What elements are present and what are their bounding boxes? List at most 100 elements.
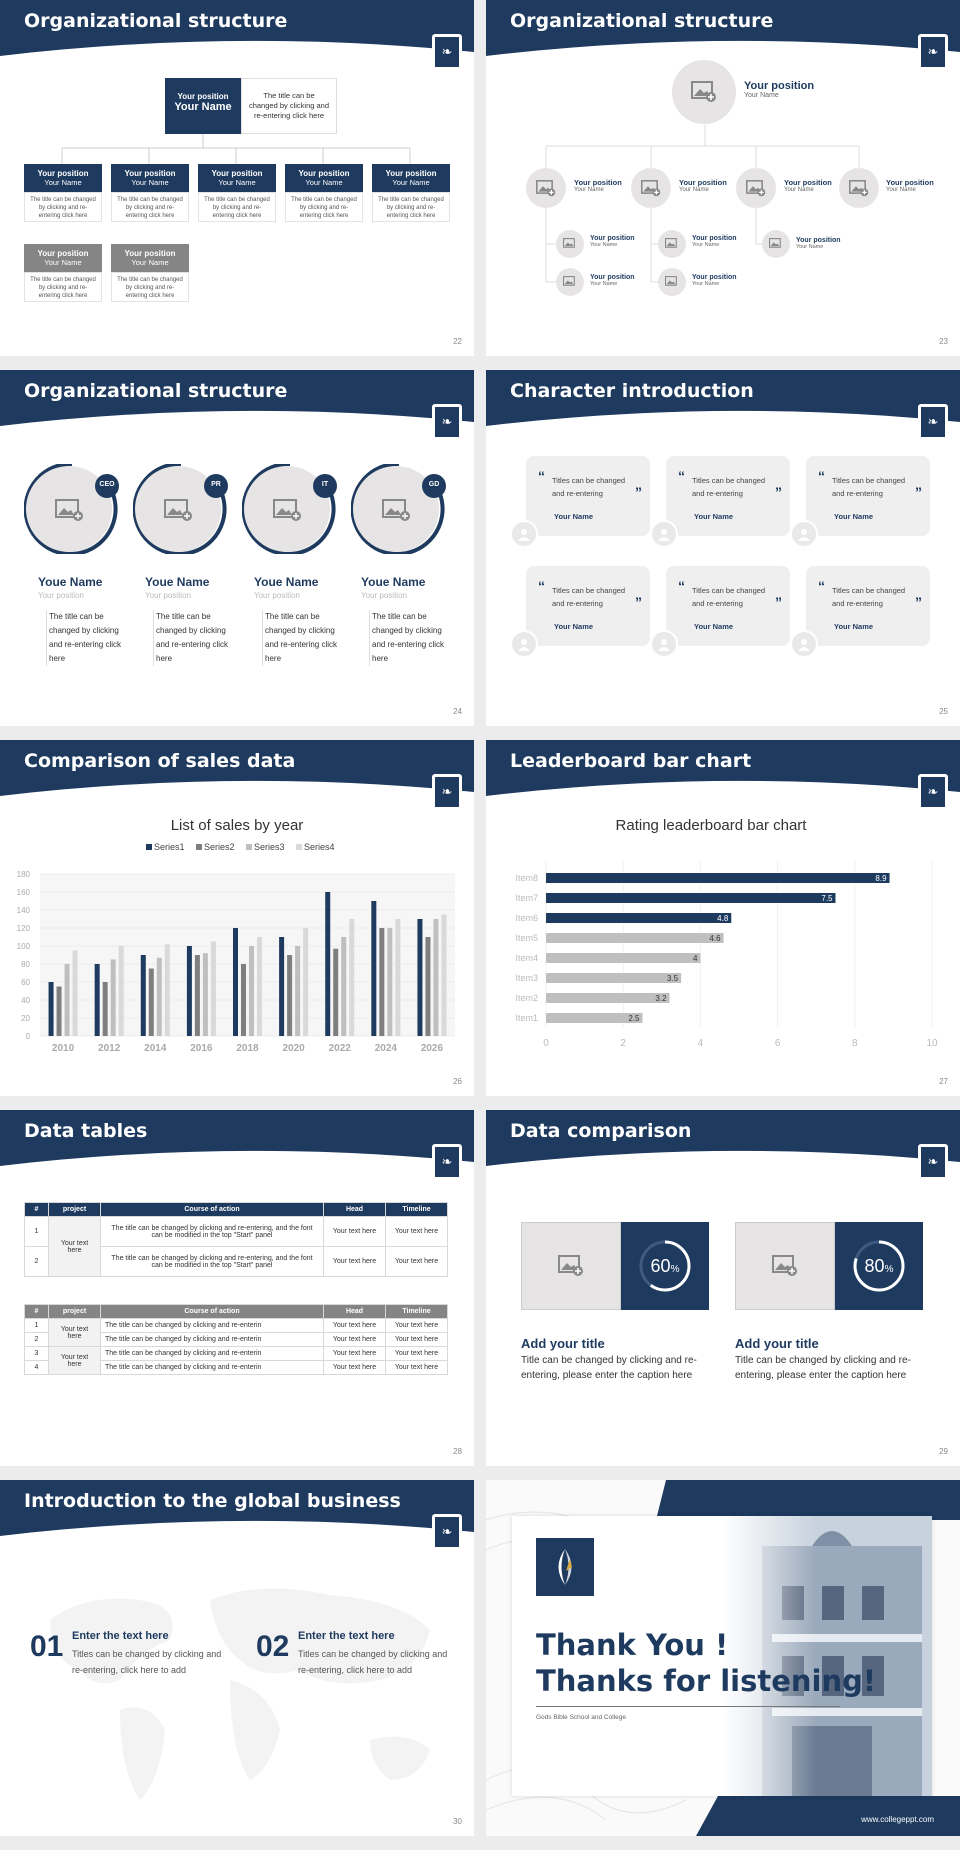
card-position: Your position xyxy=(124,169,176,178)
sub-label: Your position Your Name xyxy=(692,274,737,287)
slide-28[interactable]: Data tables ❧ # project Course of action… xyxy=(0,1110,474,1466)
slide-26[interactable]: Comparison of sales data ❧ List of sales… xyxy=(0,740,474,1096)
image-placeholder-icon[interactable] xyxy=(556,230,584,258)
image-placeholder-icon[interactable] xyxy=(526,168,566,208)
timeline-cell: Your text here xyxy=(385,1216,448,1247)
open-quote-icon: “ xyxy=(538,578,545,594)
top-position: Your position xyxy=(744,80,815,92)
slide-25[interactable]: Character introduction ❧ “ Titles can be… xyxy=(486,370,960,726)
slide-header: Organizational structure xyxy=(0,0,474,62)
bar xyxy=(194,955,200,1036)
slide-22[interactable]: Organizational structure ❧ Your position… xyxy=(0,0,474,356)
bar xyxy=(249,946,254,1036)
data-label: 7.5 xyxy=(821,894,833,903)
y-tick-label: 0 xyxy=(26,1032,31,1041)
x-tick-label: 2022 xyxy=(329,1043,352,1054)
x-tick-label: 2020 xyxy=(282,1043,305,1054)
sub-label: Your position Your Name xyxy=(590,274,635,287)
image-placeholder-icon[interactable] xyxy=(631,168,671,208)
x-tick-label: 2010 xyxy=(52,1043,75,1054)
y-tick-label: 160 xyxy=(17,888,31,897)
table-header: Timeline xyxy=(385,1202,448,1217)
card-position: Your position xyxy=(37,249,89,258)
close-quote-icon: ” xyxy=(915,594,922,610)
slide-title: Organizational structure xyxy=(24,10,288,32)
close-quote-icon: ” xyxy=(915,484,922,500)
table-header: project xyxy=(48,1202,101,1217)
table-header: Course of action xyxy=(100,1304,324,1319)
school-logo: ❧ xyxy=(432,1514,462,1550)
row-name: Your Name xyxy=(886,187,916,193)
org-card: Your position Your Name The title can be … xyxy=(24,244,102,302)
org-connectors xyxy=(545,125,860,283)
org-card: Your position Your Name The title can be … xyxy=(198,164,276,222)
card-desc: The title can be changed by clicking and… xyxy=(285,192,363,222)
person-card: PR Youe Name Your position The title can… xyxy=(132,461,231,666)
org-card: Your position Your Name The title can be … xyxy=(111,164,189,222)
slide-title: Character introduction xyxy=(510,380,754,402)
chart-title: Rating leaderboard bar chart xyxy=(616,817,808,834)
close-quote-icon: ” xyxy=(635,594,642,610)
image-placeholder-icon[interactable] xyxy=(672,60,736,124)
page-number: 25 xyxy=(939,707,948,716)
y-tick-label: Item8 xyxy=(515,873,538,883)
person-name: Youe Name xyxy=(361,575,426,589)
card-name: Your Name xyxy=(131,258,169,267)
x-tick-label: 4 xyxy=(698,1038,704,1049)
y-tick-label: Item7 xyxy=(515,893,538,903)
y-tick-label: 80 xyxy=(21,960,30,969)
percent-label: 60% xyxy=(621,1256,709,1277)
slide-29[interactable]: Data comparison ❧ 60% Add your title Tit… xyxy=(486,1110,960,1466)
bar xyxy=(546,1013,643,1023)
y-tick-label: Item4 xyxy=(515,953,538,963)
legend-swatch xyxy=(146,844,152,850)
image-placeholder-icon[interactable] xyxy=(735,1222,835,1310)
slide-24[interactable]: Organizational structure ❧ CEO Youe Name… xyxy=(0,370,474,726)
page-number: 30 xyxy=(453,1817,462,1826)
legend-label: Series2 xyxy=(204,842,235,852)
slide-header: Data comparison xyxy=(486,1110,960,1172)
image-placeholder-icon[interactable] xyxy=(658,230,686,258)
slide-thank-you[interactable]: Thank You ! Thanks for listening! Gods B… xyxy=(486,1480,960,1836)
divider xyxy=(536,1706,840,1707)
person-desc: The title can be changed by clicking and… xyxy=(46,610,122,666)
card-name: Your Name xyxy=(305,178,343,187)
bar xyxy=(295,946,301,1036)
world-map-background xyxy=(50,1588,430,1800)
slide-23[interactable]: Organizational structure ❧ Your position… xyxy=(486,0,960,356)
person-card: GD Youe Name Your position The title can… xyxy=(350,461,449,666)
slide-27[interactable]: Leaderboard bar chart ❧ Rating leaderboa… xyxy=(486,740,960,1096)
image-placeholder-icon[interactable] xyxy=(762,230,790,258)
progress-ring xyxy=(639,1240,691,1292)
slide-30[interactable]: Introduction to the global business ❧ 01… xyxy=(0,1480,474,1836)
item-desc: Title can be changed by clicking and re-… xyxy=(735,1355,911,1381)
row-label: Your position Your Name xyxy=(784,178,832,193)
image-placeholder-icon[interactable] xyxy=(556,268,584,296)
close-quote-icon: ” xyxy=(635,484,642,500)
card-position: Your position xyxy=(211,169,263,178)
image-placeholder-icon[interactable] xyxy=(839,168,879,208)
table-row: 2 The title can be changed by clicking a… xyxy=(24,1246,448,1277)
quote-card: “ Titles can be changed and re-entering … xyxy=(526,566,650,646)
card-desc: The title can be changed by clicking and… xyxy=(111,192,189,222)
bar xyxy=(279,937,285,1036)
school-name: Gods Bible School and College xyxy=(536,1714,626,1721)
org-top-box: Your position Your Name xyxy=(165,78,241,134)
image-placeholder-icon[interactable] xyxy=(521,1222,621,1310)
avatar-icon xyxy=(650,630,678,658)
open-quote-icon: “ xyxy=(818,578,825,594)
legend-label: Series3 xyxy=(254,842,285,852)
table-row: 1 Your text here The title can be change… xyxy=(24,1318,448,1347)
website-url[interactable]: www.collegeppt.com xyxy=(861,1815,934,1824)
person-photo-circle xyxy=(132,461,228,556)
row-number: 4 xyxy=(24,1360,49,1375)
head-cell: Your text here xyxy=(323,1360,386,1375)
image-placeholder-icon[interactable] xyxy=(658,268,686,296)
data-label: 4.6 xyxy=(709,934,721,943)
timeline-cell: Your text here xyxy=(385,1332,448,1347)
image-placeholder-icon[interactable] xyxy=(736,168,776,208)
bar xyxy=(417,919,423,1036)
y-tick-label: 60 xyxy=(21,978,30,987)
bar xyxy=(325,892,331,1036)
sub-name: Your Name xyxy=(590,242,618,248)
